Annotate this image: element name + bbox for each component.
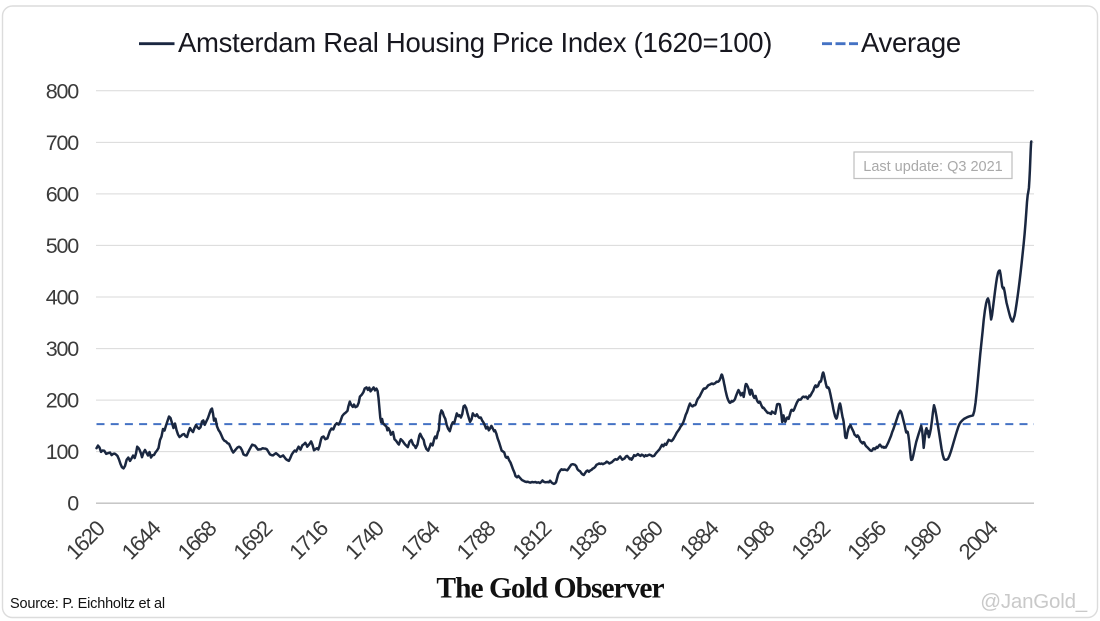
svg-text:500: 500	[46, 234, 80, 258]
svg-text:Source: P. Eichholtz et al: Source: P. Eichholtz et al	[10, 596, 165, 612]
svg-text:300: 300	[46, 337, 80, 361]
svg-text:600: 600	[46, 182, 80, 206]
svg-text:Average: Average	[861, 27, 961, 58]
svg-text:@JanGold_: @JanGold_	[980, 590, 1088, 613]
svg-text:Amsterdam Real Housing Price I: Amsterdam Real Housing Price Index (1620…	[178, 27, 772, 58]
svg-text:0: 0	[67, 492, 79, 516]
svg-text:700: 700	[46, 131, 80, 155]
svg-text:Last update: Q3 2021: Last update: Q3 2021	[863, 159, 1002, 175]
svg-text:200: 200	[46, 389, 80, 413]
svg-text:800: 800	[46, 79, 80, 103]
svg-text:400: 400	[46, 286, 80, 310]
svg-text:The Gold Observer: The Gold Observer	[436, 573, 664, 605]
svg-text:100: 100	[46, 440, 80, 464]
